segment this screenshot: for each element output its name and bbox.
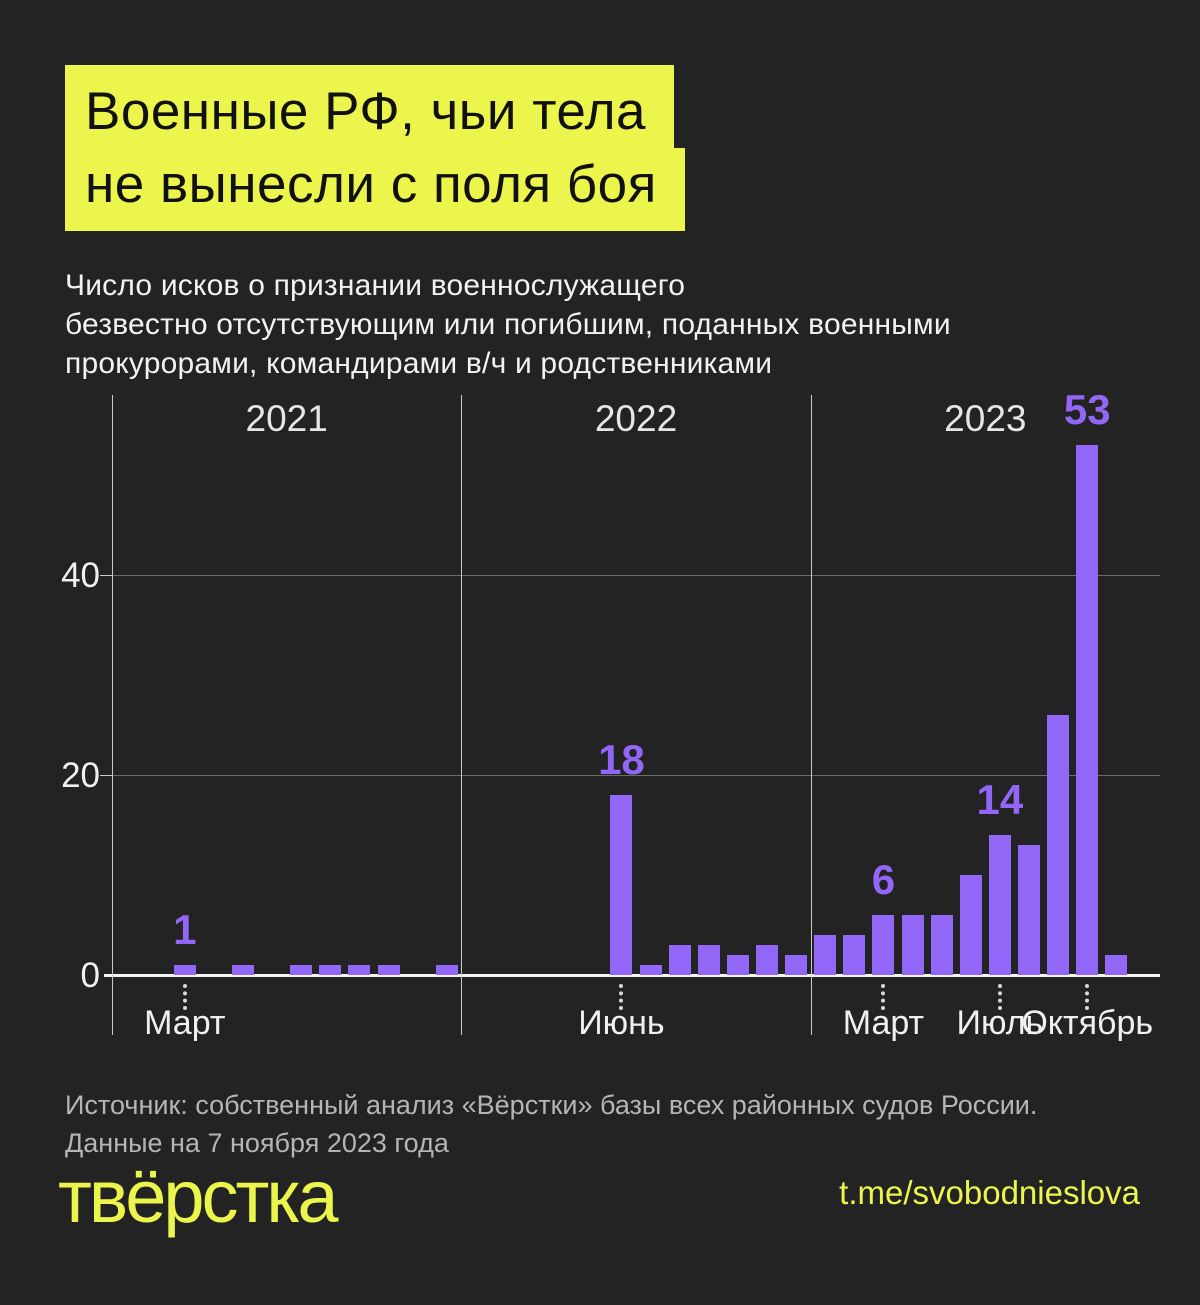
bar-value-label-18: 18	[598, 736, 645, 783]
bar-2023-m2	[843, 935, 866, 975]
page-title: Военные РФ, чьи тела не вынесли с поля б…	[65, 65, 685, 231]
month-label-Июль: Июль	[956, 1004, 1044, 1042]
month-tick-Март	[182, 984, 187, 1010]
gridline-40	[112, 575, 1160, 576]
source-line-2: Данные на 7 ноября 2023 года	[65, 1128, 449, 1158]
bar-2022-m8	[668, 945, 691, 975]
x-axis-line	[104, 974, 1160, 977]
bar-2022-m9	[697, 945, 720, 975]
y-axis-label-0: 0	[80, 956, 100, 995]
bar-2023-m1	[814, 935, 837, 975]
gridline-20	[112, 775, 1160, 776]
bar-value-label-53: 53	[1063, 386, 1111, 433]
bar-2023-m5	[930, 915, 953, 975]
month-tick-Март	[881, 984, 886, 1010]
year-divider-2023	[810, 395, 812, 1035]
bar-2021-m9	[348, 965, 371, 975]
bar-2022-m10	[726, 955, 749, 975]
month-tick-Июнь	[619, 984, 624, 1010]
bar-2023-m8	[1018, 845, 1040, 975]
bar-2022-m12	[785, 955, 808, 975]
y-axis-label-20: 20	[61, 756, 100, 795]
bar-2021-m7	[290, 965, 313, 975]
month-label-Октябрь: Октябрь	[1021, 1004, 1154, 1042]
bar-2022-m6	[610, 795, 633, 975]
subtitle-line-2: безвестно отсутствующим или погибшим, по…	[65, 308, 951, 341]
bar-2022-m7	[639, 965, 662, 975]
y-axis-line	[112, 395, 113, 1035]
subtitle-line-1: Число исков о признании военнослужащего	[65, 269, 686, 302]
month-label-Март: Март	[842, 1004, 925, 1042]
year-label-2023: 2023	[944, 398, 1027, 439]
month-tick-Июль	[997, 984, 1002, 1010]
bar-2023-m10	[1076, 445, 1099, 975]
year-divider-2022	[461, 395, 463, 1035]
month-tick-Октябрь	[1085, 984, 1090, 1010]
title-line-1: Военные РФ, чьи тела	[65, 65, 674, 148]
bar-2023-m4	[901, 915, 924, 975]
y-tick-40	[100, 575, 112, 576]
bar-2021-m10	[377, 965, 400, 975]
bar-2021-m12	[435, 965, 458, 975]
bar-2022-m11	[756, 945, 778, 975]
bar-2021-m3	[173, 965, 196, 975]
bar-2023-m6	[959, 875, 982, 975]
title-line-2: не вынесли с поля боя	[65, 148, 685, 231]
y-tick-20	[100, 775, 112, 776]
bar-2023-m9	[1047, 715, 1070, 975]
bar-2023-m7	[988, 835, 1011, 975]
y-axis-label-40: 40	[61, 556, 100, 595]
telegram-link[interactable]: t.me/svobodnieslova	[839, 1174, 1140, 1211]
chart-subtitle: Число исков о признании военнослужащего …	[65, 266, 951, 383]
source-line-1: Источник: собственный анализ «Вёрстки» б…	[65, 1090, 1038, 1120]
year-label-2022: 2022	[594, 398, 678, 439]
subtitle-line-3: прокурорами, командирами в/ч и родственн…	[65, 347, 773, 380]
bar-value-label-6: 6	[871, 856, 896, 903]
year-label-2021: 2021	[245, 398, 328, 439]
month-label-Июнь: Июнь	[578, 1004, 665, 1042]
bar-2021-m8	[319, 965, 342, 975]
bar-2021-m5	[232, 965, 254, 975]
bar-2023-m3	[872, 915, 895, 975]
month-label-Март: Март	[144, 1004, 226, 1042]
bar-value-label-1: 1	[173, 906, 197, 953]
source-note: Источник: собственный анализ «Вёрстки» б…	[65, 1086, 1037, 1162]
bar-2023-m11	[1105, 955, 1128, 975]
bar-value-label-14: 14	[976, 776, 1024, 823]
verstka-logo: твёрстка	[58, 1155, 339, 1238]
